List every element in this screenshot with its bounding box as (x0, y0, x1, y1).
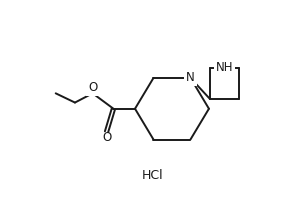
Text: O: O (102, 131, 111, 144)
Text: HCl: HCl (142, 169, 164, 182)
Text: N: N (186, 71, 195, 84)
Text: NH: NH (216, 61, 233, 74)
Text: O: O (88, 81, 97, 94)
